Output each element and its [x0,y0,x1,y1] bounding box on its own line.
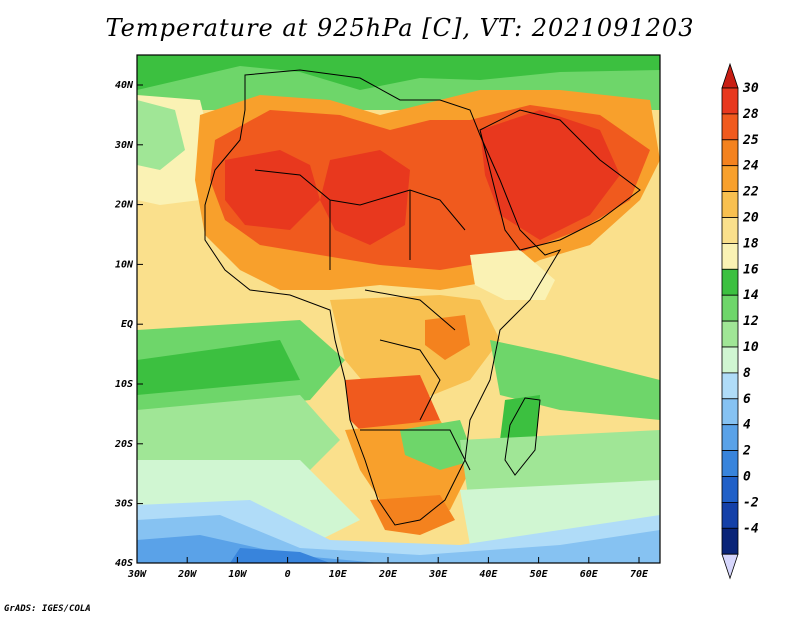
colorbar-swatch [721,139,739,167]
lon-label: 30E [428,569,448,580]
colorbar-label: -4 [743,521,759,536]
lat-axis: 40N 30N 20N 10N EQ 10S 20S 30S 40S [114,80,143,569]
colorbar-label: 4 [743,418,751,433]
colorbar-label: 28 [742,107,759,122]
field-cape-warm [370,495,455,535]
colorbar-label: -2 [743,495,759,510]
colorbar-label: 2 [742,444,751,459]
colorbar-swatch [721,113,739,141]
colorbar-label: 16 [743,262,759,277]
colorbar-label: 18 [743,236,759,251]
colorbar-swatch [721,476,739,503]
colorbar-label: 0 [743,470,751,485]
colorbar-swatch [721,450,739,477]
field-ethiopia-cool [470,250,555,300]
lon-label: 60E [580,569,599,580]
colorbar-swatch [721,527,739,555]
lat-label: 10S [115,379,133,390]
colorbar-swatch [721,242,739,270]
lon-label: 10W [228,569,247,580]
lat-label: 10N [115,259,134,270]
lat-label: 40S [115,558,133,569]
colorbar-label: 25 [742,133,759,148]
map-title: Temperature at 925hPa [C], VT: 202109120… [105,14,695,42]
lon-label: 70E [630,569,649,580]
lon-label: 30W [127,569,147,580]
field-sahara-core-west [225,150,320,230]
lon-label: 10E [329,569,348,580]
lat-label: 30N [114,140,134,151]
lon-label: 20E [378,569,398,580]
field-arabia-core [480,110,620,240]
colorbar-label: 12 [743,314,759,329]
colorbar-swatch [721,294,739,322]
lat-label: 40N [115,80,134,91]
colorbar-label: 10 [743,340,759,355]
plot-frame [136,54,661,564]
field-zimbabwe-green [400,420,475,470]
field-nw-green [137,100,185,170]
colorbar-swatch [721,346,739,374]
coastlines [204,69,641,526]
lon-label: 50E [530,569,549,580]
colorbar-label: 6 [743,392,751,407]
country-border-3 [360,339,471,471]
colorbar-swatch [721,191,739,218]
lon-label: 20W [177,569,197,580]
colorbar-label: 22 [742,185,759,200]
field-south-indian-pale [460,480,660,545]
colorbar-label: 14 [743,288,759,303]
colorbar-label: 8 [743,366,751,381]
lon-label: 40E [479,569,498,580]
field-south-blue-darkest [230,548,330,563]
arabia-coastline [479,109,641,251]
country-border-1 [254,169,466,231]
colorbar-bottom-arrow [721,553,739,580]
field-great-lakes-hot [425,315,470,360]
lat-label: 20N [114,200,134,211]
lon-label: 0 [285,569,291,580]
colorbar-top-arrow [721,62,739,89]
colorbar-swatch [721,398,739,426]
colorbar-swatch [721,320,739,348]
field-south-blue-deep [137,535,380,563]
field-north-bright [137,55,660,90]
field-south-atlantic-light [137,395,340,480]
africa-coastline [204,69,562,526]
lat-label: 30S [114,499,133,510]
lat-label: 20S [114,439,133,450]
colorbar-label: 20 [742,211,759,226]
lon-axis: 30W 20W 10W 0 10E 20E 30E 40E 50E 60E 70E [127,557,649,580]
grads-credit: GrADS: IGES/COLA [4,604,91,614]
colorbar-swatch [721,165,739,192]
country-border-2 [329,190,456,331]
colorbar-label: 30 [742,81,759,96]
lat-label: EQ [121,319,133,330]
colorbar-swatch [721,424,739,452]
colorbar-swatch [721,268,739,296]
temperature-field [137,55,660,563]
field-sahara-core-central [320,150,410,245]
colorbar-swatch [721,87,739,115]
field-south-atlantic-bright [137,340,300,395]
field-gulf-yellow [137,250,340,340]
colorbar-swatch [721,217,739,244]
colorbar-label: 24 [742,159,759,174]
colorbar-swatch [721,372,739,400]
colorbar-swatch [721,501,739,529]
madagascar-coastline [504,397,541,476]
